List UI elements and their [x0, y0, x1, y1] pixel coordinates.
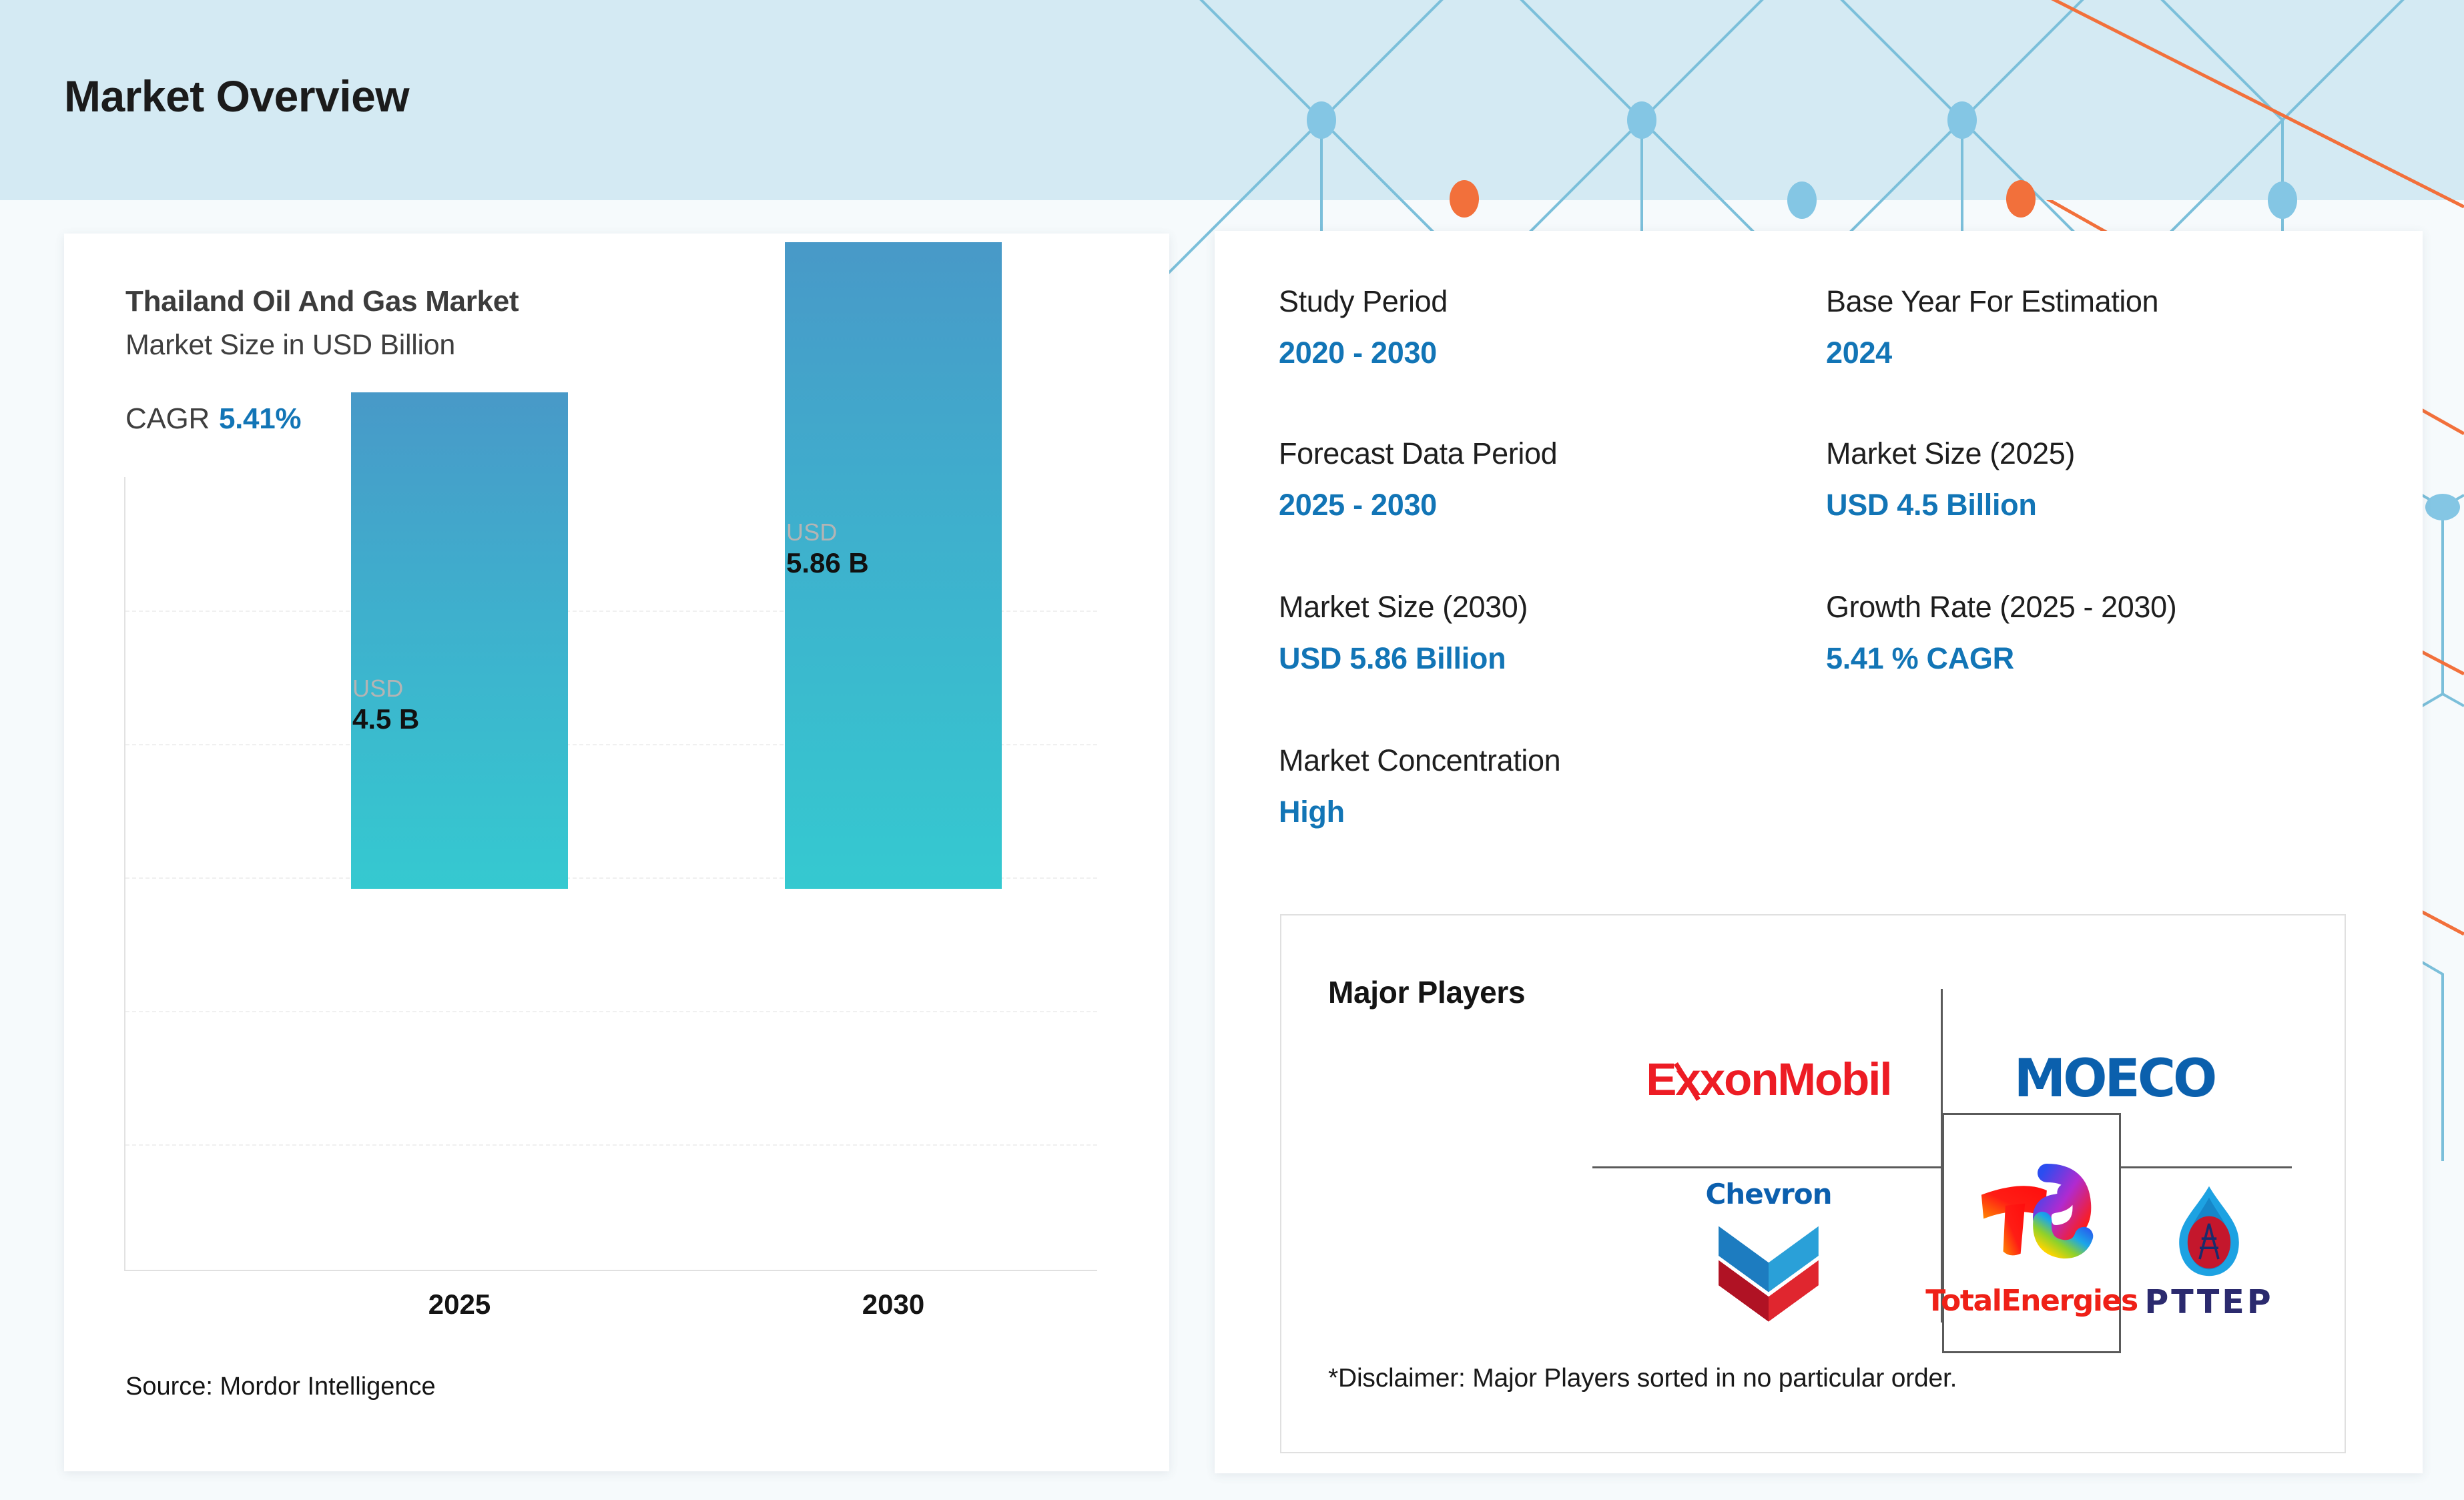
- chart-card: Thailand Oil And Gas Market Market Size …: [64, 234, 1169, 1471]
- facts-card: Study Period 2020 - 2030 Base Year For E…: [1215, 231, 2423, 1473]
- gridline: [125, 1011, 1097, 1012]
- cagr-label: CAGR: [125, 402, 210, 435]
- bar-2025[interactable]: [351, 392, 568, 889]
- logo-chevron[interactable]: Chevron: [1608, 1178, 1929, 1323]
- plot-frame: [124, 477, 1097, 1271]
- bar-value-2025: 4.5 B: [352, 703, 420, 735]
- fact-value: 2025 - 2030: [1279, 488, 1437, 522]
- logo-totalenergies[interactable]: TotalEnergies: [1925, 1113, 2138, 1353]
- major-players-box: Major Players ExxonMobil MOECO Chevron: [1280, 914, 2346, 1453]
- logo-exxonmobil[interactable]: ExxonMobil: [1608, 1002, 1929, 1156]
- bar-value-2030: 5.86 B: [786, 547, 869, 579]
- cagr-value: 5.41%: [218, 402, 302, 435]
- fact-growth-rate: Growth Rate (2025 - 2030) 5.41 % CAGR: [1826, 590, 2177, 676]
- exxonmobil-wordmark: ExxonMobil: [1646, 1053, 1892, 1105]
- fact-label: Market Size (2030): [1279, 590, 1528, 624]
- x-tick-2030: 2030: [862, 1288, 925, 1320]
- logo-pttep[interactable]: PTTEP: [2129, 1182, 2289, 1323]
- major-players-title: Major Players: [1328, 975, 1526, 1010]
- major-players-disclaimer: *Disclaimer: Major Players sorted in no …: [1328, 1364, 1957, 1393]
- bar-unit-2025: USD: [352, 675, 404, 702]
- fact-value: USD 5.86 Billion: [1279, 641, 1506, 675]
- totalenergies-wordmark: TotalEnergies: [1925, 1283, 2138, 1318]
- page-title: Market Overview: [64, 71, 410, 121]
- logo-moeco[interactable]: MOECO: [1954, 1002, 2274, 1156]
- fact-value: USD 4.5 Billion: [1826, 488, 2037, 522]
- bar-label-2025: USD 4.5 B: [352, 675, 419, 736]
- fact-market-size-2025: Market Size (2025) USD 4.5 Billion: [1826, 436, 2075, 522]
- moeco-droplet-icon: [2080, 1050, 2122, 1106]
- fact-value: High: [1279, 795, 1345, 829]
- gridline: [125, 1144, 1097, 1146]
- fact-study-period: Study Period 2020 - 2030: [1279, 284, 1448, 370]
- fact-base-year: Base Year For Estimation 2024: [1826, 284, 2159, 370]
- totalenergies-emblem-icon: [1981, 1163, 2094, 1258]
- chart-source: Source: Mordor Intelligence: [125, 1373, 436, 1401]
- fact-label: Study Period: [1279, 284, 1448, 318]
- cagr-row: CAGR 5.41%: [125, 402, 302, 436]
- fact-forecast-period: Forecast Data Period 2025 - 2030: [1279, 436, 1558, 522]
- bar-2030[interactable]: [785, 242, 1002, 889]
- fact-value: 2020 - 2030: [1279, 336, 1437, 370]
- gridline: [125, 611, 1097, 612]
- pttep-flame-icon: [2179, 1186, 2239, 1276]
- bar-chart-plot: USD 4.5 B USD 5.86 B 2025 2030: [124, 242, 1097, 1320]
- exxon-double-x-icon: xx: [1675, 1053, 1725, 1105]
- fact-label: Base Year For Estimation: [1826, 284, 2159, 318]
- gridline: [125, 877, 1097, 879]
- chevron-wordmark: Chevron: [1705, 1178, 1832, 1210]
- chart-title: Thailand Oil And Gas Market: [125, 285, 519, 318]
- fact-market-concentration: Market Concentration High: [1279, 743, 1561, 829]
- fact-market-size-2030: Market Size (2030) USD 5.86 Billion: [1279, 590, 1528, 676]
- fact-label: Forecast Data Period: [1279, 436, 1558, 470]
- bar-unit-2030: USD: [786, 518, 838, 546]
- logo-grid: ExxonMobil MOECO Chevron: [1582, 982, 2302, 1353]
- fact-label: Market Size (2025): [1826, 436, 2075, 470]
- grid-divider-vertical: [1941, 989, 1943, 1323]
- chevron-hallmark-icon: [1719, 1226, 1819, 1322]
- fact-value: 5.41 % CAGR: [1826, 641, 2014, 675]
- moeco-wordmark: MOECO: [2014, 1049, 2218, 1109]
- fact-label: Market Concentration: [1279, 743, 1561, 777]
- chevron-logo: Chevron: [1705, 1178, 1833, 1327]
- bar-label-2030: USD 5.86 B: [786, 518, 869, 580]
- x-tick-2025: 2025: [428, 1288, 491, 1320]
- pttep-wordmark: PTTEP: [2144, 1282, 2274, 1321]
- gridline: [125, 744, 1097, 745]
- chart-subtitle: Market Size in USD Billion: [125, 329, 456, 361]
- fact-label: Growth Rate (2025 - 2030): [1826, 590, 2177, 624]
- fact-value: 2024: [1826, 336, 1892, 370]
